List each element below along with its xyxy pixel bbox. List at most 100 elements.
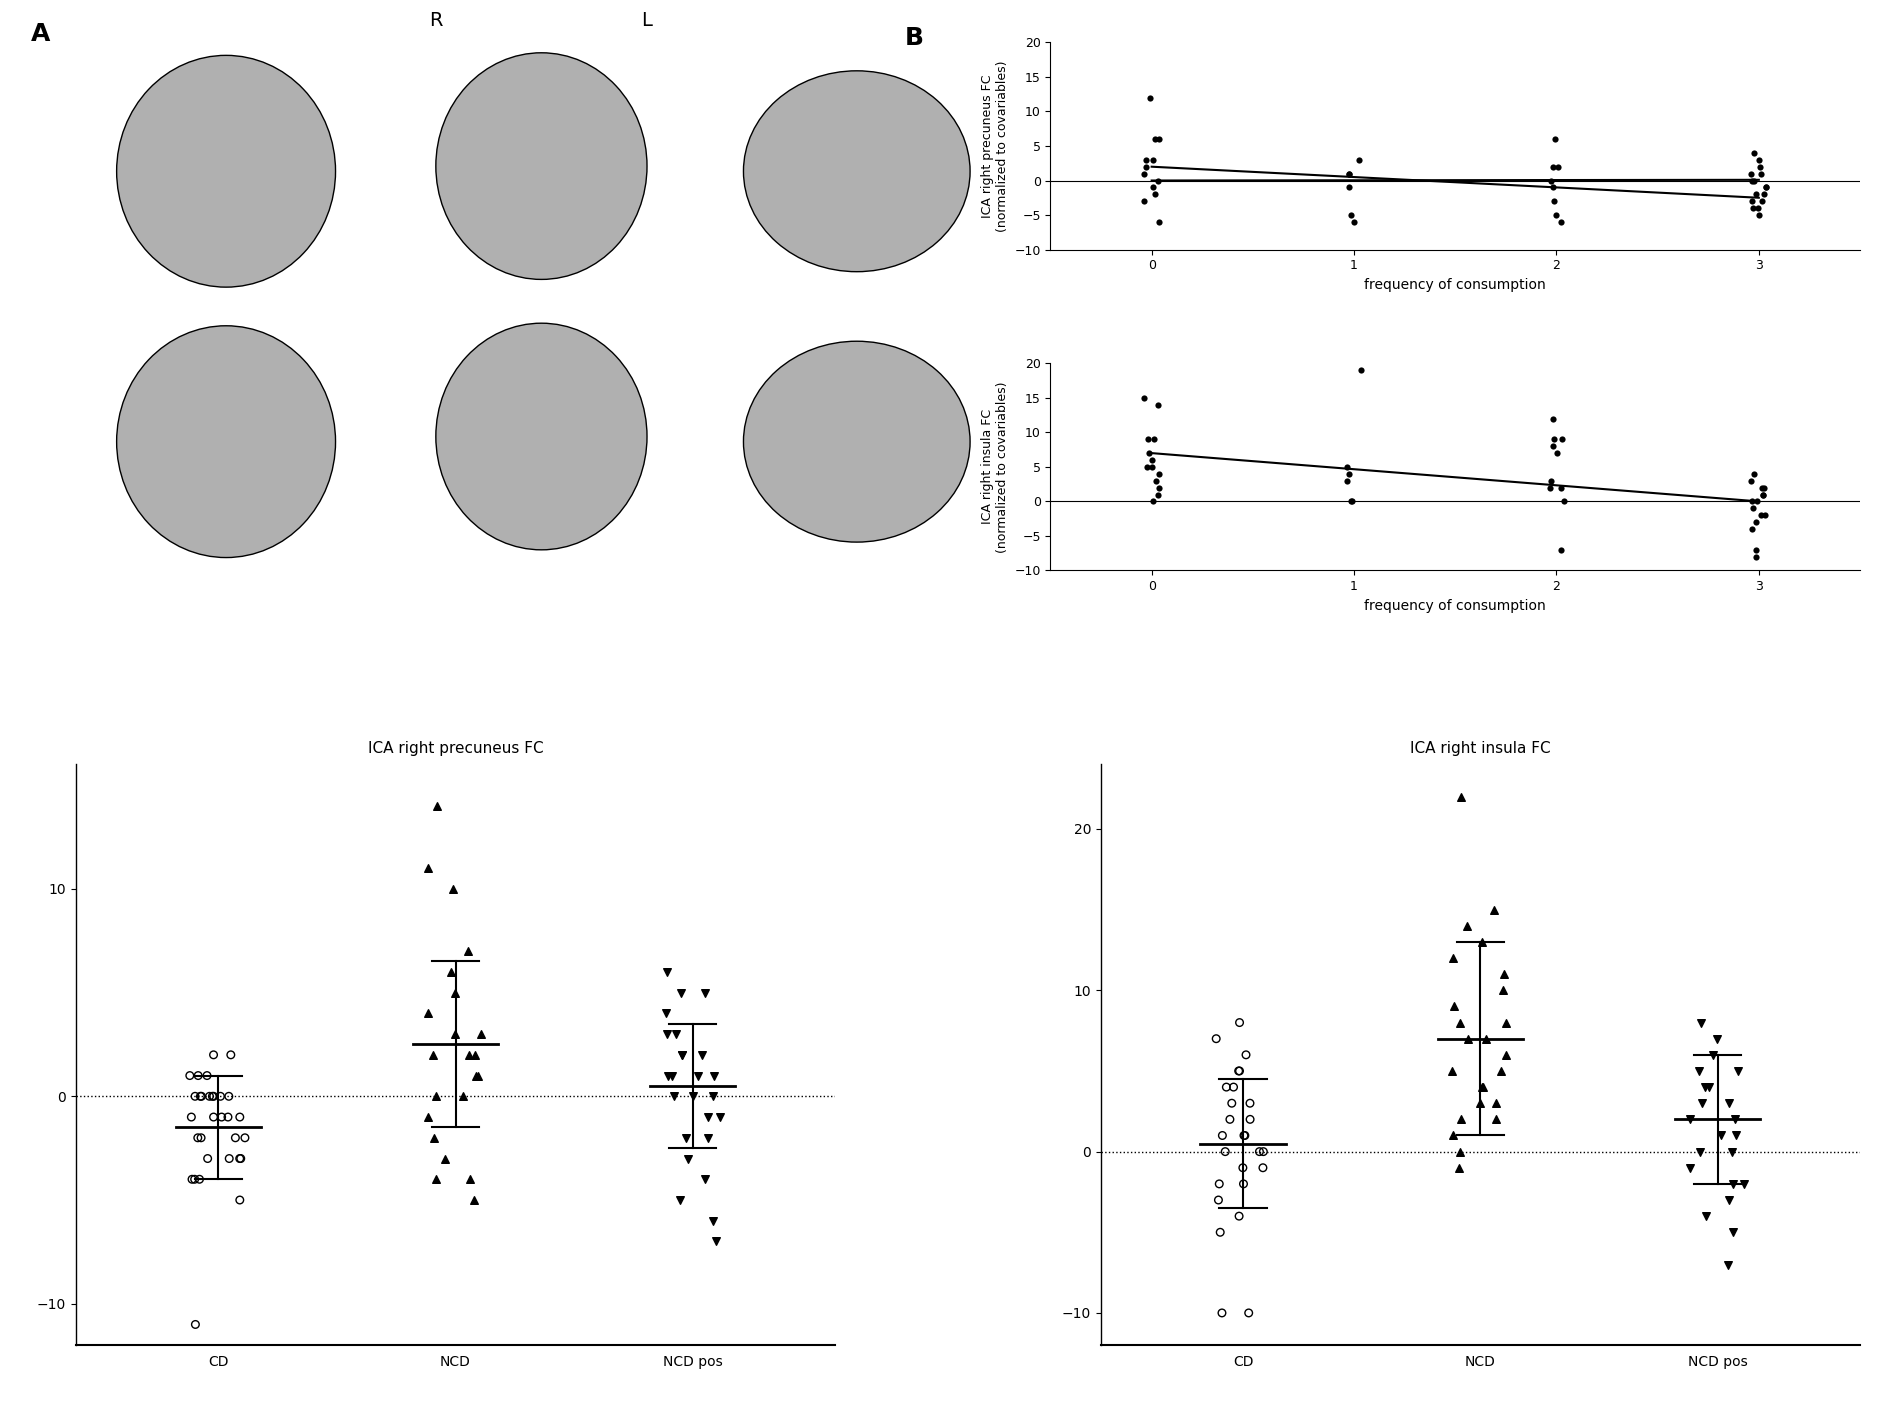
Point [1535,469,1566,491]
Point [1541,204,1572,227]
Point [651,960,681,983]
Point [1446,1109,1477,1131]
Point [1486,1059,1517,1082]
Y-axis label: ICA right precuneus FC
(normalized to covariables): ICA right precuneus FC (normalized to co… [981,61,1010,232]
Point [1539,127,1570,150]
Point [1729,1172,1759,1195]
Point [230,1127,260,1150]
Point [1336,490,1367,513]
Point [1740,538,1771,561]
Point [1228,1172,1258,1195]
Point [1744,204,1775,227]
Point [1742,197,1773,219]
Point [698,1209,729,1232]
Point [1490,1044,1520,1066]
Point [693,1106,723,1129]
Point [205,1085,235,1107]
Point [1545,211,1575,234]
Point [448,1085,478,1107]
Point [1748,476,1778,498]
Point [226,1147,256,1170]
Point [194,1085,224,1107]
Point [1714,1092,1744,1114]
Point [1723,1059,1754,1082]
Point [1131,149,1162,171]
Point [1685,1140,1716,1163]
Point [1720,1109,1750,1131]
Point [683,1065,714,1087]
Point [689,1168,719,1191]
Point [1230,1124,1260,1147]
Point [1446,786,1477,809]
Point [1737,490,1767,513]
Point [1752,176,1782,198]
Point [1141,183,1171,205]
Point [1334,163,1365,185]
Point [1129,190,1160,212]
Point [672,1147,702,1170]
Point [1739,169,1769,191]
Point [465,1022,495,1045]
Point [186,1085,216,1107]
Point [1135,86,1165,109]
Point [1247,1157,1277,1180]
Ellipse shape [437,52,647,279]
Point [421,794,452,817]
Point [1549,490,1579,513]
Point [1537,156,1568,178]
Point [1141,127,1171,150]
Point [666,1044,697,1066]
Point [421,1085,452,1107]
Point [419,1127,450,1150]
Point [440,1022,471,1045]
Point [461,1044,492,1066]
Point [456,1168,486,1191]
Point [1144,127,1175,150]
Point [659,1085,689,1107]
Point [182,1127,213,1150]
Point [1139,428,1169,450]
Point [1752,176,1782,198]
Point [691,981,721,1004]
X-axis label: frequency of consumption: frequency of consumption [1365,278,1547,292]
Point [1215,1109,1245,1131]
Point [1543,156,1573,178]
Point [1332,456,1363,479]
Point [1537,176,1568,198]
Point [177,1106,207,1129]
Point [1735,469,1765,491]
Point [180,1168,211,1191]
Point [1716,1140,1746,1163]
Point [1706,1124,1737,1147]
Point [1737,518,1767,541]
Point [184,1168,214,1191]
Point [1737,497,1767,520]
Point [1334,163,1365,185]
Point [192,1065,222,1087]
Point [186,1127,216,1150]
Point [1744,156,1775,178]
Point [1748,483,1778,506]
Point [199,1044,230,1066]
Ellipse shape [744,71,970,272]
Point [657,1065,687,1087]
Point [1740,183,1771,205]
Point [687,1044,717,1066]
Point [180,1085,211,1107]
Point [1219,1076,1249,1099]
Point [1144,463,1175,486]
Point [1207,1301,1237,1324]
Point [1211,1076,1241,1099]
Point [1143,169,1173,191]
Point [1691,1205,1721,1228]
Point [1129,163,1160,185]
Point [1739,142,1769,164]
Point [1547,428,1577,450]
Point [224,1106,254,1129]
Point [1748,183,1778,205]
Point [1545,538,1575,561]
Point [1685,1011,1716,1034]
Point [1144,476,1175,498]
Point [653,1065,683,1087]
Point [454,1044,484,1066]
